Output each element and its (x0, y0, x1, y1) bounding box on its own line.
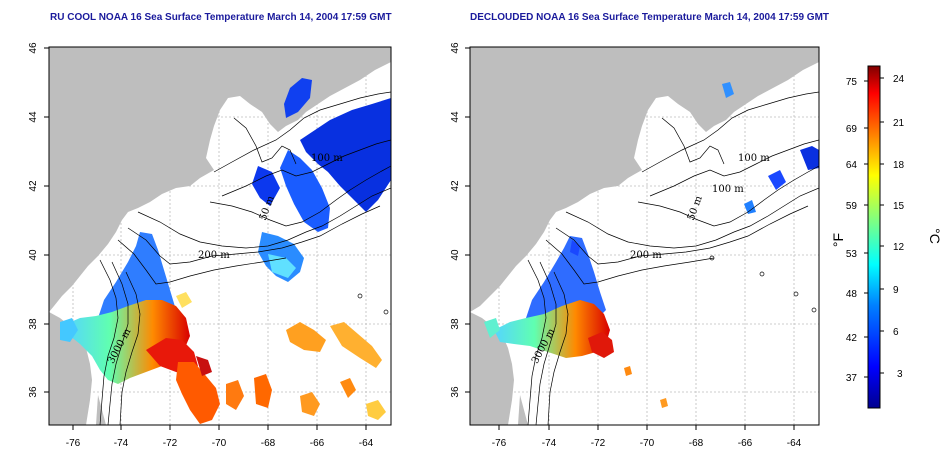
fahrenheit-tick: 37 (846, 373, 858, 384)
celsius-tick: 12 (893, 242, 905, 253)
colorbar-fahrenheit-labels: 75 69 64 59 53 48 42 37 (846, 77, 858, 384)
left-x-tick-labels: -76 -74 -72 -70 -68 -66 -64 (66, 438, 374, 449)
fahrenheit-tick: 69 (846, 124, 858, 135)
celsius-tick: 3 (897, 369, 903, 380)
right-panel-title: DECLOUDED NOAA 16 Sea Surface Temperatur… (470, 12, 830, 23)
right-y-tick: 40 (450, 249, 461, 261)
right-x-tick: -66 (738, 438, 753, 449)
right-x-tick: -74 (542, 438, 557, 449)
colorbar-tick-marks (864, 77, 884, 378)
colorbar-gradient (867, 65, 881, 409)
left-y-tick: 44 (28, 111, 39, 123)
left-y-tick: 38 (28, 318, 39, 330)
celsius-tick: 18 (893, 160, 905, 171)
right-y-tick: 36 (450, 386, 461, 398)
left-y-tick: 40 (28, 249, 39, 261)
right-x-tick-labels: -76 -74 -72 -70 -68 -66 -64 (492, 438, 802, 449)
left-x-tick: -74 (114, 438, 129, 449)
celsius-tick: 15 (893, 201, 905, 212)
right-x-tick: -76 (492, 438, 507, 449)
fahrenheit-tick: 42 (846, 333, 858, 344)
left-x-tick: -72 (163, 438, 178, 449)
left-land (49, 47, 391, 312)
right-frame (469, 46, 820, 426)
right-x-tick: -68 (689, 438, 704, 449)
right-x-tick: -70 (640, 438, 655, 449)
colorbar-celsius-labels: 24 21 18 15 12 9 6 3 (893, 74, 905, 380)
left-x-tick: -68 (261, 438, 276, 449)
right-contours (527, 91, 819, 425)
right-map-panel: 100 m 100 m 50 m 200 m 3000 m (470, 47, 819, 425)
left-x-tick: -70 (212, 438, 227, 449)
colorbar: 75 69 64 59 53 48 42 37 24 21 18 15 12 9… (830, 65, 943, 409)
left-panel-title: RU COOL NOAA 16 Sea Surface Temperature … (50, 12, 392, 23)
celsius-tick: 21 (893, 118, 905, 129)
left-tick-marks (44, 47, 367, 430)
left-contour-label-200m: 200 m (198, 250, 230, 261)
left-map-panel: 100 m 50 m 200 m 3000 m (49, 47, 391, 425)
fahrenheit-tick: 59 (846, 201, 858, 212)
celsius-tick: 9 (893, 285, 899, 296)
right-y-tick: 44 (450, 111, 461, 123)
fahrenheit-tick: 75 (846, 77, 858, 88)
right-land (470, 47, 819, 312)
right-y-tick: 38 (450, 318, 461, 330)
right-y-tick-labels: 36 38 40 42 44 46 (450, 42, 461, 398)
left-y-tick-labels: 36 38 40 42 44 46 (28, 42, 39, 398)
left-x-tick: -66 (310, 438, 325, 449)
right-y-tick: 46 (450, 42, 461, 54)
right-x-tick: -64 (787, 438, 802, 449)
left-contour-label-100m: 100 m (311, 153, 343, 164)
right-tick-marks (465, 47, 795, 430)
left-frame (48, 46, 392, 426)
left-y-tick: 36 (28, 386, 39, 398)
celsius-tick: 6 (893, 327, 899, 338)
celsius-tick: 24 (893, 74, 905, 85)
celsius-unit-label: °C (927, 228, 943, 244)
left-x-tick: -76 (66, 438, 81, 449)
left-y-tick: 46 (28, 42, 39, 54)
right-sst-data (484, 82, 819, 408)
fahrenheit-tick: 48 (846, 289, 858, 300)
right-contour-label-100m-inner: 100 m (712, 184, 744, 195)
right-x-tick: -72 (591, 438, 606, 449)
right-contour-label-100m: 100 m (738, 153, 770, 164)
fahrenheit-tick: 64 (846, 160, 858, 171)
right-y-tick: 42 (450, 180, 461, 192)
left-contours (99, 91, 391, 425)
left-y-tick: 42 (28, 180, 39, 192)
right-contour-label-200m: 200 m (630, 250, 662, 261)
fahrenheit-tick: 53 (846, 249, 858, 260)
fahrenheit-unit-label: °F (830, 233, 846, 247)
left-x-tick: -64 (359, 438, 374, 449)
